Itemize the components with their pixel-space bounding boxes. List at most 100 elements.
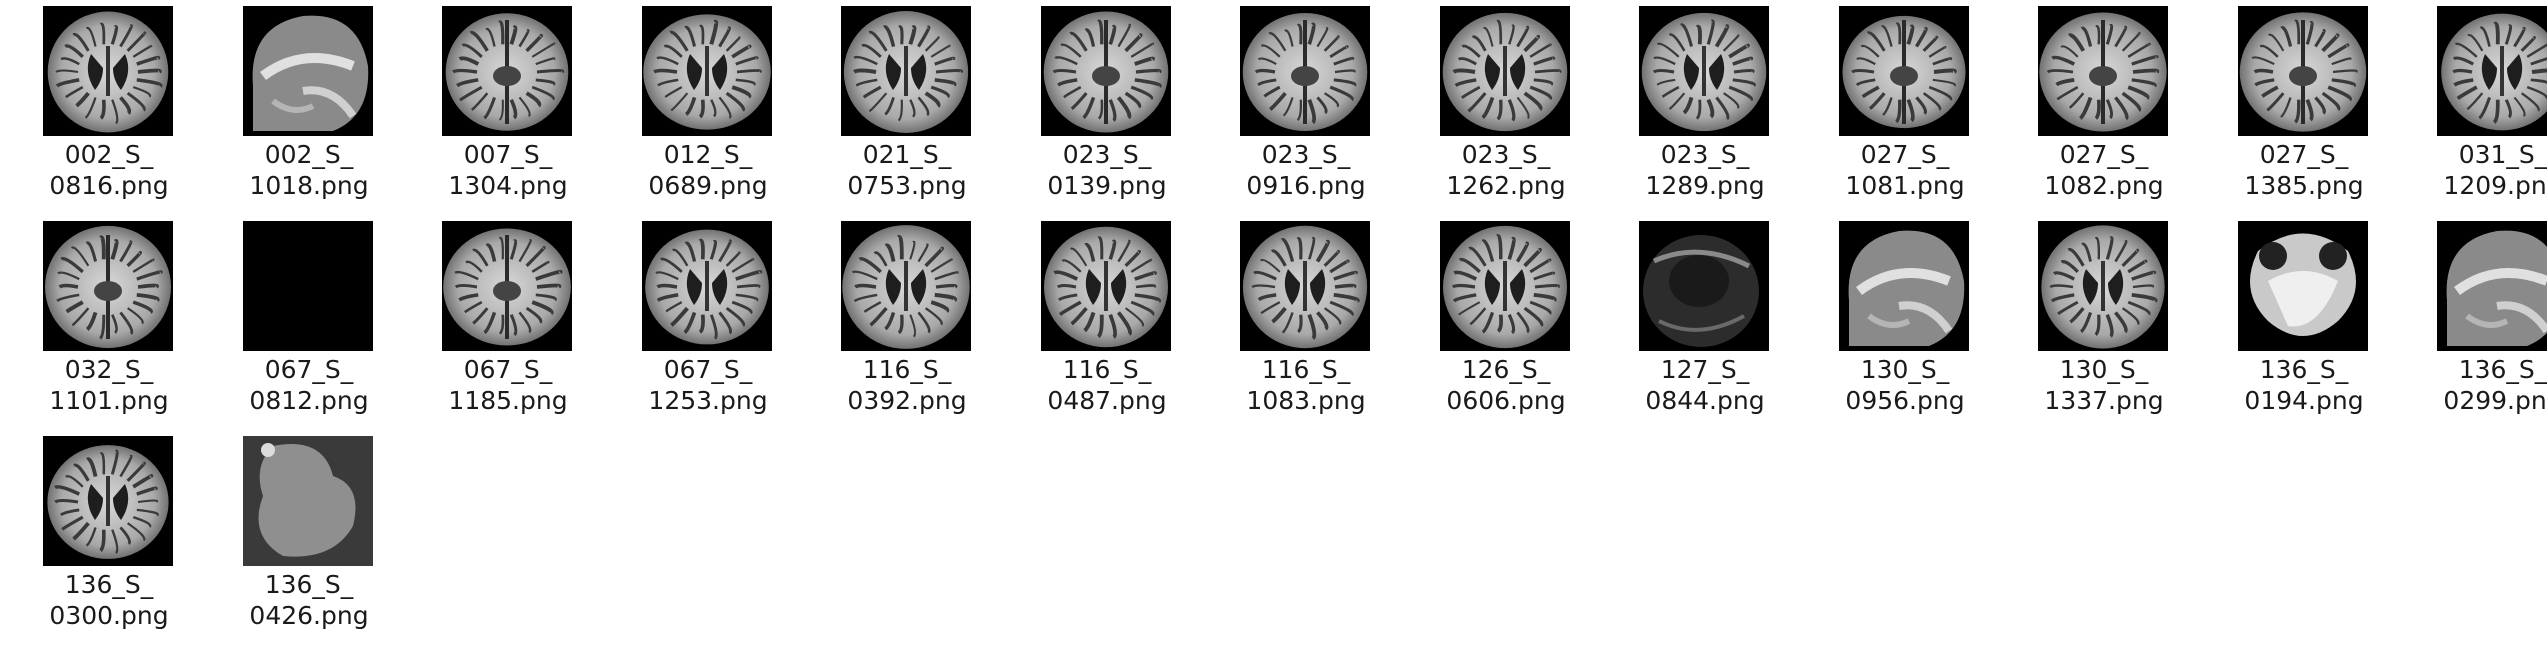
file-name-line2: 1385.png — [2244, 171, 2364, 200]
file-name-label: 067_S_ 1253.png — [608, 354, 808, 416]
file-item[interactable]: 002_S_ 1018.png — [209, 0, 409, 205]
file-name-label: 012_S_ 0689.png — [608, 139, 808, 201]
file-item[interactable]: 027_S_ 1082.png — [2004, 0, 2204, 205]
file-name-line2: 1262.png — [1446, 171, 1566, 200]
image-thumbnail-icon — [2437, 221, 2547, 351]
image-thumbnail-icon — [2038, 6, 2168, 136]
file-name-label: 136_S_0299.png — [2403, 354, 2547, 416]
file-name-line1: 027_S_ — [2259, 140, 2349, 169]
file-name-line1: 023_S_ — [1062, 140, 1152, 169]
file-name-line1: 023_S_ — [1461, 140, 1551, 169]
file-item[interactable]: 012_S_ 0689.png — [608, 0, 808, 205]
image-thumbnail-icon — [642, 6, 772, 136]
file-name-label: 067_S_ 1185.png — [408, 354, 608, 416]
file-name-line2: 1209.png — [2443, 171, 2547, 200]
file-name-label: 116_S_ 0487.png — [1007, 354, 1207, 416]
file-item[interactable]: 136_S_0299.png — [2403, 215, 2547, 420]
file-item[interactable]: 027_S_ 1081.png — [1805, 0, 2005, 205]
file-name-label: 023_S_ 0916.png — [1206, 139, 1406, 201]
file-name-label: 130_S_ 0956.png — [1805, 354, 2005, 416]
file-name-line1: 067_S_ — [663, 355, 753, 384]
image-thumbnail-icon — [642, 221, 772, 351]
file-name-line1: 031_S_ — [2458, 140, 2547, 169]
file-name-line2: 1083.png — [1246, 386, 1366, 415]
file-name-line1: 023_S_ — [1261, 140, 1351, 169]
image-thumbnail-icon — [1839, 6, 1969, 136]
file-name-label: 031_S_1209.png — [2403, 139, 2547, 201]
file-name-line1: 002_S_ — [64, 140, 154, 169]
file-name-line1: 002_S_ — [264, 140, 354, 169]
file-item[interactable]: 116_S_ 0487.png — [1007, 215, 1207, 420]
file-name-line2: 0299.png — [2443, 386, 2547, 415]
file-name-label: 027_S_ 1385.png — [2204, 139, 2404, 201]
file-name-line1: 023_S_ — [1660, 140, 1750, 169]
file-name-label: 136_S_ 0300.png — [9, 569, 209, 631]
file-name-label: 127_S_ 0844.png — [1605, 354, 1805, 416]
file-name-label: 067_S_ 0812.png — [209, 354, 409, 416]
file-item[interactable]: 027_S_ 1385.png — [2204, 0, 2404, 205]
file-name-line1: 032_S_ — [64, 355, 154, 384]
file-item[interactable]: 136_S_ 0194.png — [2204, 215, 2404, 420]
file-item[interactable]: 067_S_ 1185.png — [408, 215, 608, 420]
file-item[interactable]: 021_S_ 0753.png — [807, 0, 1007, 205]
file-item[interactable]: 002_S_ 0816.png — [9, 0, 209, 205]
file-name-line2: 0689.png — [648, 171, 768, 200]
file-item[interactable]: 067_S_ 0812.png — [209, 215, 409, 420]
file-name-line2: 1289.png — [1645, 171, 1765, 200]
file-name-line1: 116_S_ — [1261, 355, 1351, 384]
image-thumbnail-icon — [841, 6, 971, 136]
file-name-line1: 126_S_ — [1461, 355, 1551, 384]
file-item[interactable]: 116_S_ 1083.png — [1206, 215, 1406, 420]
image-thumbnail-icon — [1041, 6, 1171, 136]
file-name-line1: 012_S_ — [663, 140, 753, 169]
file-name-label: 130_S_ 1337.png — [2004, 354, 2204, 416]
image-thumbnail-icon — [1440, 221, 1570, 351]
image-thumbnail-icon — [1839, 221, 1969, 351]
file-name-line2: 0844.png — [1645, 386, 1765, 415]
file-name-line1: 136_S_ — [64, 570, 154, 599]
file-item[interactable]: 136_S_ 0300.png — [9, 430, 209, 635]
file-name-label: 027_S_ 1082.png — [2004, 139, 2204, 201]
file-item[interactable]: 023_S_ 0139.png — [1007, 0, 1207, 205]
file-item[interactable]: 130_S_ 1337.png — [2004, 215, 2204, 420]
image-thumbnail-icon — [43, 221, 173, 351]
file-name-line1: 116_S_ — [1062, 355, 1152, 384]
file-item[interactable]: 127_S_ 0844.png — [1605, 215, 1805, 420]
file-item[interactable]: 023_S_ 1262.png — [1406, 0, 1606, 205]
file-item[interactable]: 023_S_ 0916.png — [1206, 0, 1406, 205]
image-thumbnail-icon — [2038, 221, 2168, 351]
file-name-line1: 067_S_ — [264, 355, 354, 384]
file-name-line2: 1081.png — [1845, 171, 1965, 200]
file-name-line2: 1082.png — [2044, 171, 2164, 200]
file-name-label: 032_S_ 1101.png — [9, 354, 209, 416]
file-name-line1: 021_S_ — [862, 140, 952, 169]
file-item[interactable]: 032_S_ 1101.png — [9, 215, 209, 420]
image-thumbnail-icon — [1240, 221, 1370, 351]
image-thumbnail-icon — [442, 221, 572, 351]
file-name-line2: 0392.png — [847, 386, 967, 415]
file-name-line2: 1304.png — [448, 171, 568, 200]
file-item[interactable]: 067_S_ 1253.png — [608, 215, 808, 420]
file-item[interactable]: 031_S_1209.png — [2403, 0, 2547, 205]
file-item[interactable]: 136_S_ 0426.png — [209, 430, 409, 635]
file-name-line2: 1253.png — [648, 386, 768, 415]
file-name-line2: 0487.png — [1047, 386, 1167, 415]
image-thumbnail-icon — [1041, 221, 1171, 351]
file-item[interactable]: 023_S_ 1289.png — [1605, 0, 1805, 205]
file-item[interactable]: 007_S_ 1304.png — [408, 0, 608, 205]
file-name-line1: 130_S_ — [2059, 355, 2149, 384]
file-name-line2: 0194.png — [2244, 386, 2364, 415]
file-name-line2: 0812.png — [249, 386, 369, 415]
image-thumbnail-icon — [442, 6, 572, 136]
file-name-label: 002_S_ 1018.png — [209, 139, 409, 201]
file-name-label: 116_S_ 1083.png — [1206, 354, 1406, 416]
file-item[interactable]: 130_S_ 0956.png — [1805, 215, 2005, 420]
file-item[interactable]: 116_S_ 0392.png — [807, 215, 1007, 420]
file-name-line1: 130_S_ — [1860, 355, 1950, 384]
image-thumbnail-icon — [243, 6, 373, 136]
file-name-label: 002_S_ 0816.png — [9, 139, 209, 201]
file-name-line1: 136_S_ — [2259, 355, 2349, 384]
file-name-line1: 027_S_ — [1860, 140, 1950, 169]
file-item[interactable]: 126_S_ 0606.png — [1406, 215, 1606, 420]
